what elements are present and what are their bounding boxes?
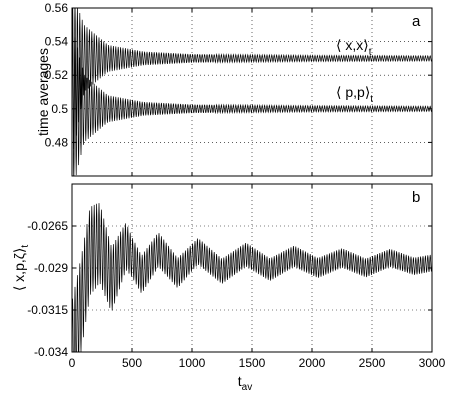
panel-b-label: b — [412, 189, 420, 206]
panel-b-series-line-0 — [72, 203, 432, 352]
panel-a-series-line-0 — [72, 8, 432, 150]
panel-b-y-axis-label: ⟨ x,p,ζ⟩t — [11, 245, 31, 292]
panel-a-y-axis-label: time averages — [35, 48, 51, 136]
panel-b-x-tick-label: 1500 — [239, 356, 266, 370]
panel-b-x-tick-label: 1000 — [179, 356, 206, 370]
panel-a-y-tick-label: 0.56 — [45, 1, 69, 15]
panel-b-series — [72, 203, 432, 352]
series-label-xx: ⟨ x,x⟩t — [336, 37, 372, 58]
panel-b-x-tick-label: 0 — [69, 356, 76, 370]
panel-b-x-tick-label: 2500 — [359, 356, 386, 370]
panel-a-y-tick-label: 0.5 — [51, 102, 68, 116]
panel-a-y-ticks: 0.48 0.5 0.52 0.54 0.56 — [45, 1, 432, 149]
panel-a-y-tick-label: 0.52 — [45, 68, 69, 82]
panel-a: 0.48 0.5 0.52 0.54 0.56 a ⟨ x,x⟩t ⟨ p,p⟩t ti… — [35, 1, 433, 177]
panel-b-x-tick-label: 2000 — [299, 356, 326, 370]
panel-b-y-ticks: -0.034 -0.0315 -0.029 -0.0265 — [27, 219, 432, 359]
panel-b-x-axis-label: tav — [238, 373, 252, 393]
panel-b-x-ticks: 0 500 1000 1500 2000 2500 3000 — [69, 184, 446, 370]
panel-a-y-tick-label: 0.54 — [45, 35, 69, 49]
panel-a-x-ticks — [71, 8, 433, 176]
panel-b-x-tick-label: 500 — [122, 356, 142, 370]
panel-a-series — [72, 8, 432, 176]
panel-a-label: a — [412, 13, 421, 30]
panel-b-y-tick-label: -0.0315 — [27, 303, 68, 317]
panel-b-y-tick-label: -0.029 — [34, 261, 68, 275]
panel-a-series-line-1 — [72, 27, 432, 176]
panel-b-x-tick-label: 3000 — [419, 356, 446, 370]
series-label-pp: ⟨ p,p⟩t — [336, 84, 373, 105]
panel-a-y-tick-label: 0.48 — [45, 135, 69, 149]
panel-b: -0.034 -0.0315 -0.029 -0.0265 0 500 1000 1500 2… — [11, 183, 446, 393]
panel-b-y-tick-label: -0.034 — [34, 345, 68, 359]
panel-b-y-tick-label: -0.0265 — [27, 219, 68, 233]
